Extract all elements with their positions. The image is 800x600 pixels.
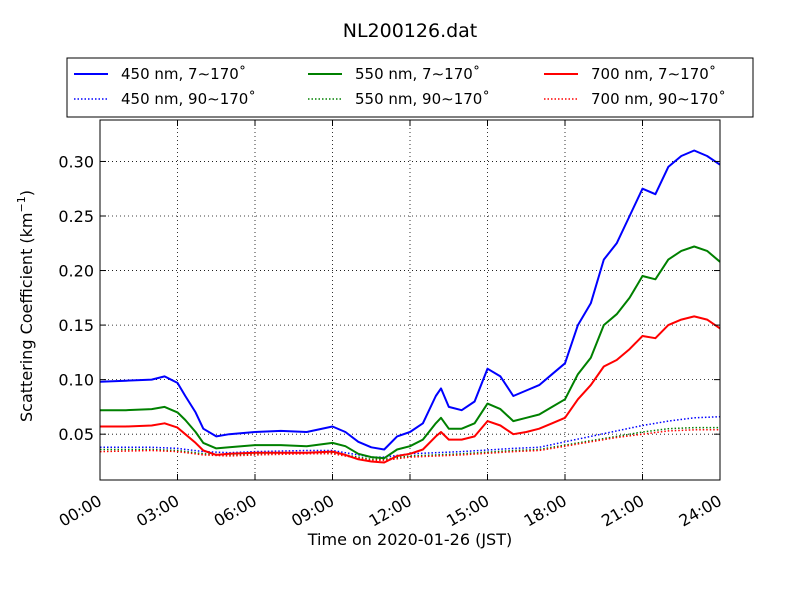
y-tick-label: 0.30 [58, 152, 94, 171]
legend-label: 550 nm, 7∼170˚ [355, 65, 480, 83]
legend-label: 450 nm, 90∼170˚ [121, 90, 256, 108]
legend-label: 550 nm, 90∼170˚ [355, 90, 490, 108]
y-axis-label-main: Scattering Coefficient (km [17, 212, 36, 422]
legend: 450 nm, 7∼170˚ 550 nm, 7∼170˚ 700 nm, 7∼17… [67, 58, 753, 117]
x-tick-labels: 00:00 03:00 06:00 09:00 12:00 15:00 18:00 21:00… [56, 491, 725, 531]
y-axis-label: Scattering Coefficient (km−1) [15, 190, 36, 422]
y-axis-label-close: ) [17, 190, 36, 196]
x-tick-label: 06:00 [211, 491, 260, 531]
legend-label: 700 nm, 7∼170˚ [591, 65, 716, 83]
legend-label: 450 nm, 7∼170˚ [121, 65, 246, 83]
y-axis-label-sup: −1 [15, 196, 28, 212]
legend-label: 700 nm, 90∼170˚ [591, 90, 726, 108]
x-tick-label: 00:00 [56, 491, 105, 531]
x-axis-label: Time on 2020-01-26 (JST) [307, 530, 512, 549]
y-tick-label: 0.05 [58, 425, 94, 444]
x-tick-label: 09:00 [288, 491, 337, 531]
x-tick-label: 24:00 [676, 491, 725, 531]
y-tick-label: 0.15 [58, 316, 94, 335]
y-tick-label: 0.20 [58, 262, 94, 281]
y-tick-labels: 0.05 0.10 0.15 0.20 0.25 0.30 [58, 152, 94, 444]
plot-area [100, 120, 720, 480]
y-tick-label: 0.25 [58, 207, 94, 226]
x-tick-label: 03:00 [133, 491, 182, 531]
x-tick-label: 21:00 [598, 491, 647, 531]
x-tick-label: 15:00 [443, 491, 492, 531]
chart-title: NL200126.dat [343, 20, 478, 42]
y-tick-label: 0.10 [58, 371, 94, 390]
x-tick-label: 18:00 [521, 491, 570, 531]
x-tick-label: 12:00 [366, 491, 415, 531]
chart: NL200126.dat 0.05 0.10 0.15 0.20 0.25 0.30 00… [0, 0, 800, 600]
